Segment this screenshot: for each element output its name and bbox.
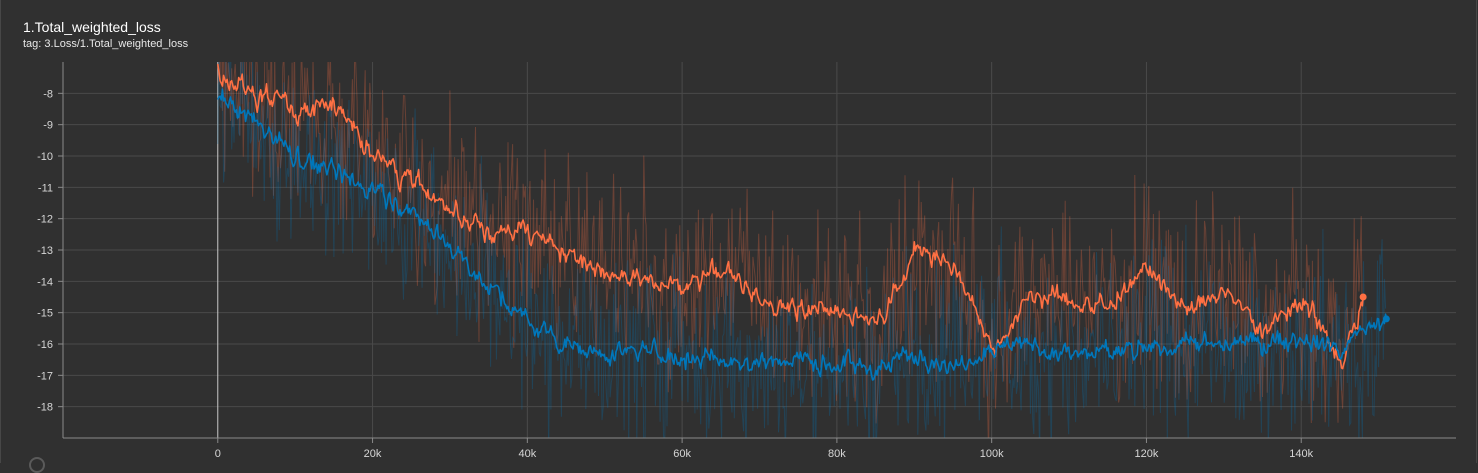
y-tick-label: -14 [37,276,53,288]
y-tick-label: -17 [37,370,53,382]
line-chart[interactable]: -18 -17 -16 -15 -14 -13 -12 -11 -10 -9 -8 0 20k 40k 60… [1,0,1478,463]
y-tick-label: -11 [38,182,53,194]
raw-series-layer [217,62,1387,438]
loading-spinner-icon [29,457,45,473]
y-tick-label: -12 [37,214,53,226]
raw-series-line [217,62,1363,438]
y-tick-label: -18 [37,402,53,414]
y-tick-label: -15 [37,308,53,320]
y-tick-label: -16 [37,339,53,351]
x-tick-label: 100k [980,448,1004,460]
x-tick-label: 20k [364,448,382,460]
chart-tag: tag: 3.Loss/1.Total_weighted_loss [23,38,189,50]
x-tick-label: 0 [215,448,221,460]
x-tick-label: 80k [828,448,846,460]
x-tick-label: 120k [1135,448,1159,460]
x-tick-label: 40k [518,448,536,460]
y-tick-label: -13 [37,245,53,257]
tick-labels: -18 -17 -16 -15 -14 -13 -12 -11 -10 -9 -8 0 20k 40k 60… [37,88,1314,460]
smoothed-series-layer [217,63,1388,381]
axes [58,62,1456,443]
last-point-marker[interactable] [1359,293,1367,301]
last-point-marker[interactable] [1382,315,1390,323]
smoothed-series-line[interactable] [217,88,1388,381]
x-tick-label: 60k [673,448,691,460]
raw-series-line [217,62,1387,438]
x-tick-label: 140k [1289,448,1313,460]
y-tick-label: -8 [43,88,53,100]
y-tick-label: -10 [37,151,53,163]
last-point-markers [1359,293,1390,323]
grid [63,62,1456,438]
smoothed-series-line[interactable] [217,63,1364,370]
y-tick-label: -9 [43,120,53,132]
chart-title: 1.Total_weighted_loss [23,19,161,35]
